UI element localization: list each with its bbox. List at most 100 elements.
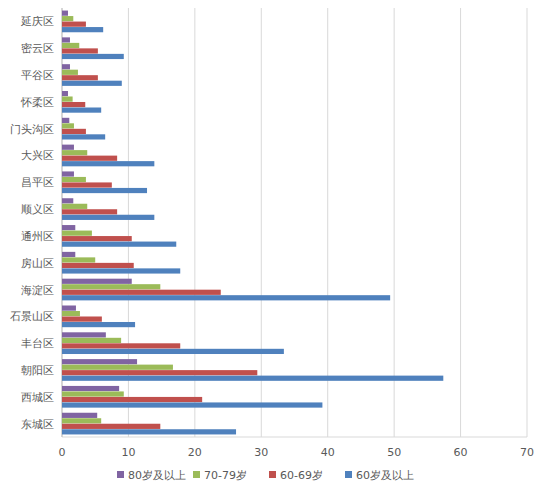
bar — [62, 37, 70, 42]
legend-swatch — [117, 471, 124, 478]
bar — [62, 295, 390, 300]
category-label: 房山区 — [21, 257, 54, 270]
category-label: 怀柔区 — [20, 96, 54, 109]
bar — [62, 376, 443, 381]
bar — [62, 370, 257, 375]
bar — [62, 332, 106, 337]
bar — [62, 322, 135, 327]
bar — [62, 225, 75, 230]
legend-label: 70-79岁 — [204, 469, 247, 482]
legend-swatch — [269, 471, 276, 478]
bar — [62, 413, 97, 418]
bar — [62, 177, 86, 182]
category-label: 丰台区 — [21, 337, 54, 350]
bar — [62, 418, 101, 423]
legend-swatch — [193, 471, 200, 478]
bar — [62, 145, 74, 150]
legend-label: 80岁及以上 — [128, 469, 186, 482]
bar — [62, 215, 154, 220]
category-label: 昌平区 — [21, 176, 54, 189]
bar — [62, 284, 160, 289]
bar — [62, 424, 160, 429]
bar — [62, 91, 68, 96]
bar — [62, 305, 76, 310]
bar — [62, 70, 78, 75]
bar — [62, 118, 69, 123]
bar — [62, 107, 101, 112]
bar — [62, 263, 134, 268]
category-label: 密云区 — [21, 42, 54, 55]
bar — [62, 257, 95, 262]
bar — [62, 11, 68, 16]
bar — [62, 161, 154, 166]
bar — [62, 16, 73, 21]
bar — [62, 338, 121, 343]
bar — [62, 64, 70, 69]
bar — [62, 386, 119, 391]
category-label: 平谷区 — [21, 69, 54, 82]
grid-line — [527, 8, 528, 437]
legend-label: 60-69岁 — [280, 469, 323, 482]
bar — [62, 402, 322, 407]
bar — [62, 397, 202, 402]
bar — [62, 198, 73, 203]
legend: 80岁及以上 70-79岁 60-69岁 60岁及以上 — [117, 469, 414, 482]
bar — [62, 316, 102, 321]
bar — [62, 252, 75, 257]
bar — [62, 242, 176, 247]
bar — [62, 171, 74, 176]
category-label: 顺义区 — [21, 203, 54, 216]
category-label: 通州区 — [21, 230, 54, 243]
bar — [62, 156, 117, 161]
category-label: 海淀区 — [21, 284, 54, 297]
tick-label: 20 — [188, 446, 202, 459]
tick-label: 30 — [254, 446, 268, 459]
legend-label: 60岁及以上 — [356, 469, 414, 482]
category-label: 门头沟区 — [10, 123, 54, 136]
bar — [62, 268, 180, 273]
legend-swatch — [345, 471, 352, 478]
category-label: 延庆区 — [20, 15, 54, 28]
bar — [62, 27, 103, 32]
bar — [62, 150, 87, 155]
grid-line — [394, 8, 395, 437]
bar — [62, 102, 85, 107]
tick-label: 10 — [121, 446, 135, 459]
category-label: 西城区 — [21, 391, 54, 404]
bar — [62, 365, 173, 370]
category-label: 东城区 — [21, 418, 54, 431]
bar — [62, 81, 122, 86]
category-label: 大兴区 — [21, 149, 54, 162]
bar — [62, 391, 124, 396]
bar — [62, 236, 132, 241]
grid-line — [261, 8, 262, 437]
bar — [62, 204, 87, 209]
bar — [62, 182, 112, 187]
bar — [62, 48, 98, 53]
bar — [62, 349, 284, 354]
tick-label: 60 — [454, 446, 468, 459]
tick-label: 0 — [59, 446, 66, 459]
tick-label: 70 — [520, 446, 534, 459]
bar — [62, 43, 79, 48]
bar — [62, 290, 221, 295]
bar — [62, 129, 86, 134]
bar — [62, 429, 236, 434]
grid-line — [327, 8, 328, 437]
bar — [62, 343, 180, 348]
x-axis — [62, 437, 527, 438]
bar — [62, 54, 124, 59]
category-label: 石景山区 — [10, 310, 54, 323]
grid-line — [460, 8, 461, 437]
bar — [62, 123, 74, 128]
tick-label: 50 — [387, 446, 401, 459]
bar — [62, 311, 80, 316]
bar — [62, 75, 98, 80]
bar — [62, 22, 86, 27]
bar — [62, 188, 147, 193]
bars — [62, 11, 443, 435]
category-label: 朝阳区 — [21, 364, 54, 377]
bar — [62, 96, 73, 101]
bar — [62, 134, 105, 139]
bar — [62, 359, 137, 364]
